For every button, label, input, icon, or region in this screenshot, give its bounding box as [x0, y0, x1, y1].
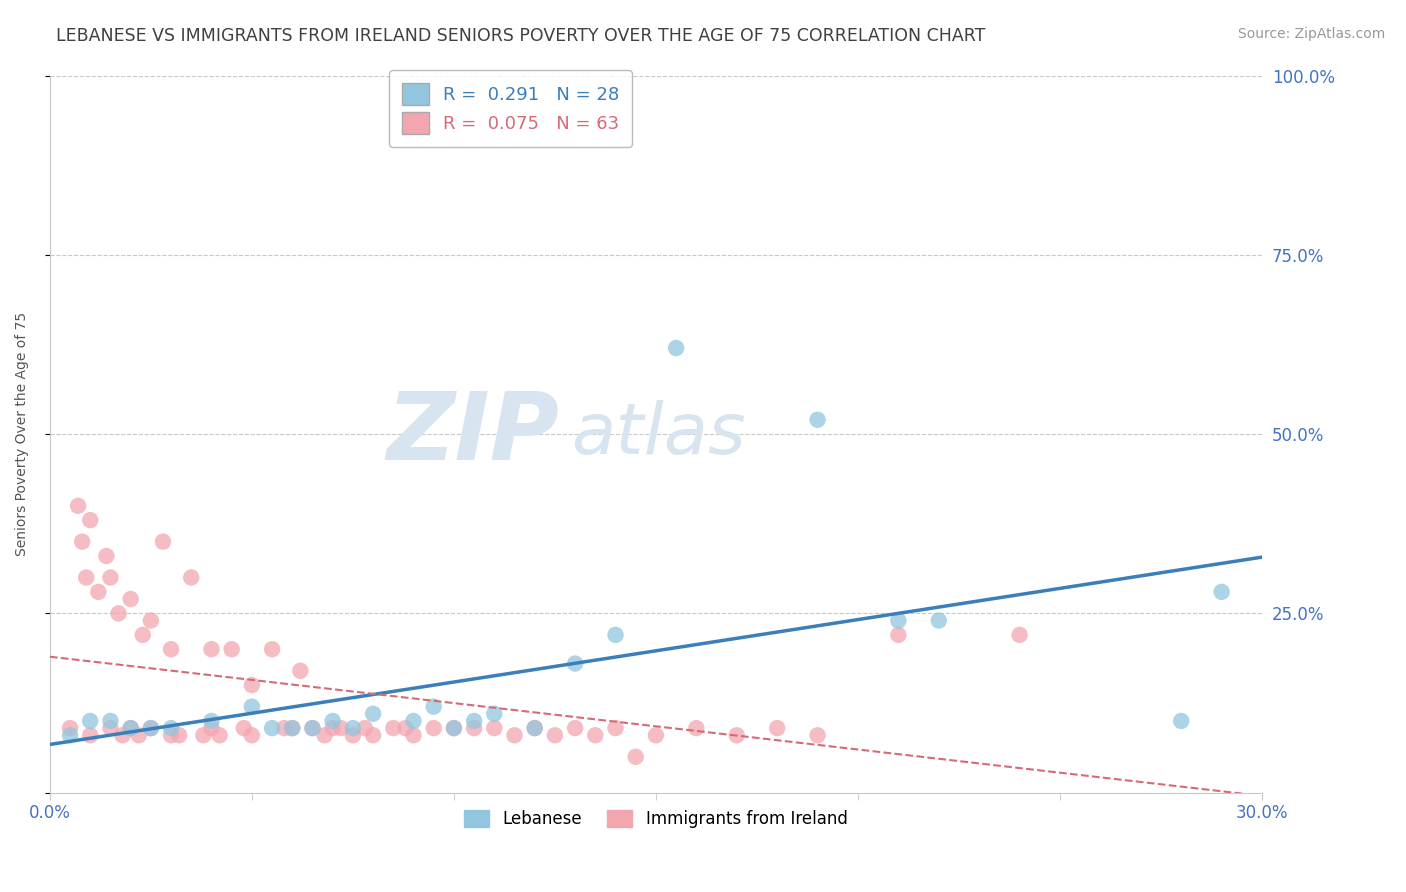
Immigrants from Ireland: [281, 721, 304, 735]
Immigrants from Ireland: [107, 607, 129, 621]
Lebanese: [79, 714, 101, 728]
Immigrants from Ireland: [111, 728, 134, 742]
Immigrants from Ireland: [200, 642, 222, 657]
Immigrants from Ireland: [139, 721, 162, 735]
Immigrants from Ireland: [79, 728, 101, 742]
Lebanese: [1211, 585, 1233, 599]
Immigrants from Ireland: [232, 721, 254, 735]
Immigrants from Ireland: [1008, 628, 1031, 642]
Immigrants from Ireland: [583, 728, 606, 742]
Lebanese: [443, 721, 465, 735]
Immigrants from Ireland: [382, 721, 405, 735]
Lebanese: [806, 413, 828, 427]
Immigrants from Ireland: [329, 721, 352, 735]
Immigrants from Ireland: [180, 570, 202, 584]
Immigrants from Ireland: [96, 549, 118, 563]
Immigrants from Ireland: [443, 721, 465, 735]
Lebanese: [484, 706, 506, 721]
Immigrants from Ireland: [240, 678, 263, 692]
Lebanese: [200, 714, 222, 728]
Text: LEBANESE VS IMMIGRANTS FROM IRELAND SENIORS POVERTY OVER THE AGE OF 75 CORRELATI: LEBANESE VS IMMIGRANTS FROM IRELAND SENI…: [56, 27, 986, 45]
Immigrants from Ireland: [193, 728, 215, 742]
Lebanese: [262, 721, 284, 735]
Immigrants from Ireland: [160, 728, 183, 742]
Immigrants from Ireland: [523, 721, 546, 735]
Lebanese: [1170, 714, 1192, 728]
Immigrants from Ireland: [221, 642, 243, 657]
Immigrants from Ireland: [685, 721, 707, 735]
Immigrants from Ireland: [290, 664, 312, 678]
Immigrants from Ireland: [208, 728, 231, 742]
Immigrants from Ireland: [301, 721, 323, 735]
Lebanese: [605, 628, 627, 642]
Lebanese: [422, 699, 444, 714]
Immigrants from Ireland: [160, 642, 183, 657]
Lebanese: [463, 714, 485, 728]
Lebanese: [665, 341, 688, 355]
Immigrants from Ireland: [79, 513, 101, 527]
Immigrants from Ireland: [361, 728, 384, 742]
Immigrants from Ireland: [624, 749, 647, 764]
Text: ZIP: ZIP: [387, 388, 560, 480]
Immigrants from Ireland: [806, 728, 828, 742]
Immigrants from Ireland: [120, 721, 142, 735]
Lebanese: [361, 706, 384, 721]
Immigrants from Ireland: [75, 570, 97, 584]
Immigrants from Ireland: [100, 721, 122, 735]
Immigrants from Ireland: [262, 642, 284, 657]
Immigrants from Ireland: [463, 721, 485, 735]
Lebanese: [160, 721, 183, 735]
Immigrants from Ireland: [725, 728, 748, 742]
Lebanese: [887, 614, 910, 628]
Immigrants from Ireland: [887, 628, 910, 642]
Lebanese: [564, 657, 586, 671]
Immigrants from Ireland: [67, 499, 90, 513]
Immigrants from Ireland: [422, 721, 444, 735]
Immigrants from Ireland: [605, 721, 627, 735]
Immigrants from Ireland: [342, 728, 364, 742]
Immigrants from Ireland: [70, 534, 93, 549]
Immigrants from Ireland: [402, 728, 425, 742]
Y-axis label: Seniors Poverty Over the Age of 75: Seniors Poverty Over the Age of 75: [15, 312, 30, 556]
Immigrants from Ireland: [322, 721, 344, 735]
Immigrants from Ireland: [100, 570, 122, 584]
Immigrants from Ireland: [152, 534, 174, 549]
Lebanese: [281, 721, 304, 735]
Legend: Lebanese, Immigrants from Ireland: Lebanese, Immigrants from Ireland: [458, 803, 855, 835]
Immigrants from Ireland: [128, 728, 150, 742]
Immigrants from Ireland: [564, 721, 586, 735]
Lebanese: [120, 721, 142, 735]
Immigrants from Ireland: [139, 614, 162, 628]
Lebanese: [322, 714, 344, 728]
Immigrants from Ireland: [87, 585, 110, 599]
Immigrants from Ireland: [200, 721, 222, 735]
Text: Source: ZipAtlas.com: Source: ZipAtlas.com: [1237, 27, 1385, 41]
Immigrants from Ireland: [484, 721, 506, 735]
Immigrants from Ireland: [503, 728, 526, 742]
Immigrants from Ireland: [394, 721, 416, 735]
Immigrants from Ireland: [120, 592, 142, 607]
Lebanese: [342, 721, 364, 735]
Immigrants from Ireland: [314, 728, 336, 742]
Lebanese: [139, 721, 162, 735]
Lebanese: [240, 699, 263, 714]
Lebanese: [301, 721, 323, 735]
Immigrants from Ireland: [59, 721, 82, 735]
Lebanese: [59, 728, 82, 742]
Lebanese: [523, 721, 546, 735]
Lebanese: [402, 714, 425, 728]
Text: atlas: atlas: [571, 400, 745, 468]
Immigrants from Ireland: [766, 721, 789, 735]
Immigrants from Ireland: [354, 721, 377, 735]
Immigrants from Ireland: [645, 728, 668, 742]
Immigrants from Ireland: [544, 728, 567, 742]
Immigrants from Ireland: [167, 728, 190, 742]
Lebanese: [100, 714, 122, 728]
Immigrants from Ireland: [240, 728, 263, 742]
Immigrants from Ireland: [273, 721, 295, 735]
Lebanese: [928, 614, 950, 628]
Immigrants from Ireland: [132, 628, 155, 642]
